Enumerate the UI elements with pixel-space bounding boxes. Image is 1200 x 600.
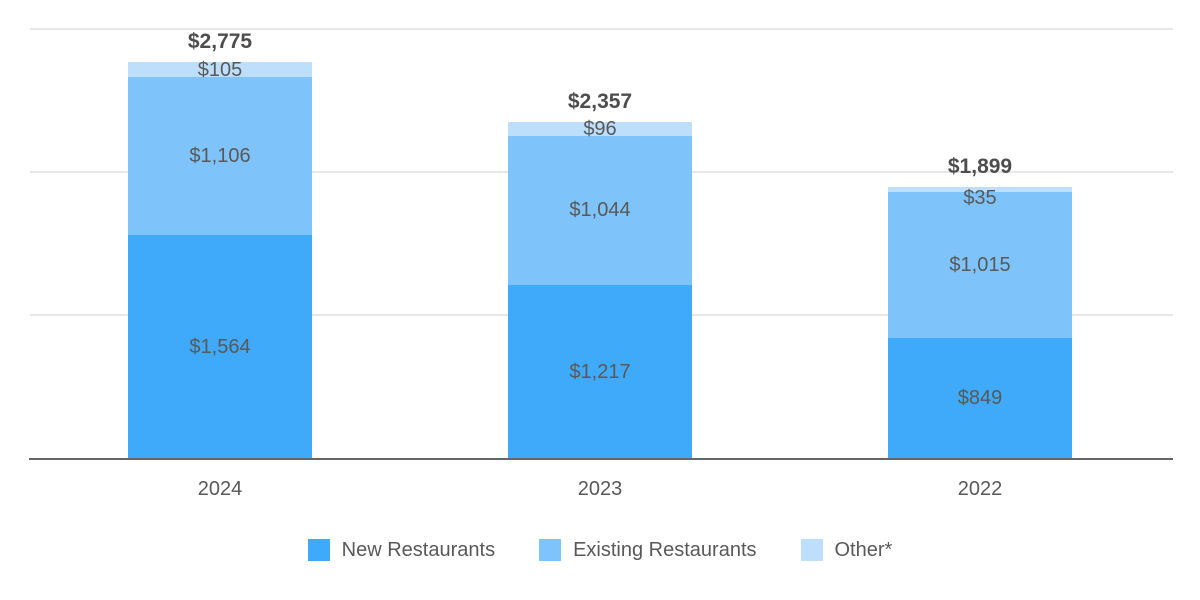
bar-segment-2022-new-restaurants: $849	[888, 337, 1072, 459]
legend-swatch-other	[800, 539, 823, 561]
bar-segment-2022-other: $35	[888, 187, 1072, 209]
legend-item-other: Other*	[800, 538, 893, 562]
legend-item-existing-restaurants: Existing Restaurants	[539, 538, 757, 562]
x-axis-line	[29, 458, 1173, 460]
total-label-2022: $1,899	[947, 155, 1013, 179]
total-label-2023: $2,357	[567, 89, 633, 113]
segment-value-label: $96	[583, 117, 617, 140]
segment-value-label: $105	[197, 58, 243, 81]
segment-value-label: $1,217	[569, 360, 631, 383]
segment-value-label: $1,564	[189, 336, 251, 359]
legend-label: New Restaurants	[341, 539, 496, 561]
segment-value-label: $1,106	[189, 145, 251, 168]
bar-segment-2022-existing-restaurants: $1,015	[888, 192, 1072, 338]
gridline-3000	[30, 28, 1173, 30]
segment-value-label: $849	[957, 387, 1003, 410]
bar-segment-2024-other: $105	[128, 59, 312, 81]
bar-segment-2023-other: $96	[508, 118, 692, 140]
legend-swatch-existing-restaurants	[539, 539, 562, 561]
total-label-2024: $2,775	[187, 30, 253, 54]
bar-segment-2023-existing-restaurants: $1,044	[508, 135, 692, 285]
bar-segment-2024-existing-restaurants: $1,106	[128, 77, 312, 236]
segment-value-label: $35	[963, 187, 997, 210]
legend-swatch-new-restaurants	[307, 539, 330, 561]
legend-item-new-restaurants: New Restaurants	[307, 538, 496, 562]
x-axis-label-2023: 2023	[577, 478, 623, 500]
x-axis-label-2024: 2024	[197, 478, 243, 500]
legend-label: Existing Restaurants	[573, 539, 757, 561]
bar-segment-2023-new-restaurants: $1,217	[508, 284, 692, 459]
legend-label: Other*	[834, 539, 893, 561]
segment-value-label: $1,044	[569, 199, 631, 222]
bar-segment-2024-new-restaurants: $1,564	[128, 235, 312, 459]
x-axis-label-2022: 2022	[957, 478, 1003, 500]
legend: New Restaurants Existing Restaurants Other…	[0, 538, 1200, 562]
segment-value-label: $1,015	[949, 254, 1011, 277]
